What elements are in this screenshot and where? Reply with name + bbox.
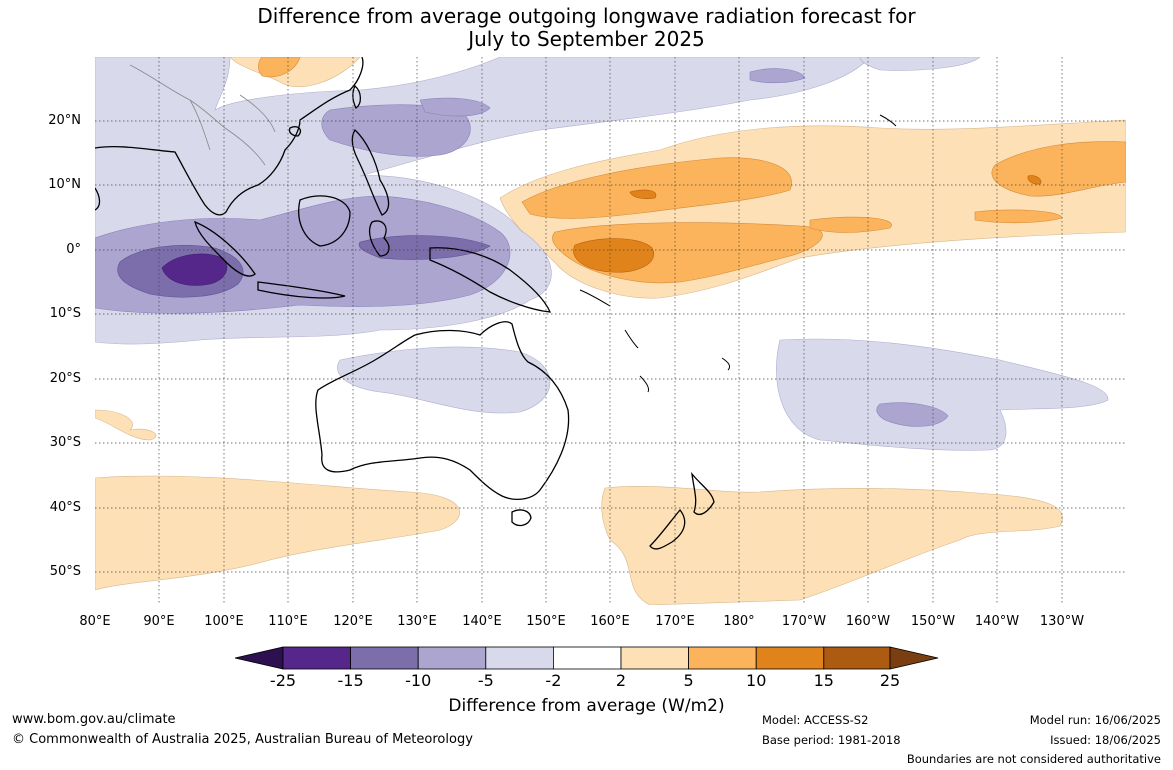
longitude-label: 170°E bbox=[655, 614, 695, 629]
latitude-label: 50°S bbox=[49, 564, 81, 579]
philippines-coastline bbox=[351, 128, 390, 216]
new-zealand-south-coastline bbox=[649, 508, 686, 550]
issued-date: Issued: 18/06/2025 bbox=[1050, 733, 1161, 747]
longitude-label: 140°E bbox=[462, 614, 502, 629]
longitude-label: 150°W bbox=[910, 614, 956, 629]
longitude-label: 150°E bbox=[526, 614, 566, 629]
latitude-label: 10°S bbox=[49, 306, 81, 321]
borneo-coastline bbox=[298, 195, 351, 247]
colorbar-segment bbox=[282, 646, 351, 670]
colorbar-segment bbox=[417, 646, 487, 670]
colorbar-lower-extension bbox=[234, 646, 284, 670]
base-period: Base period: 1981-2018 bbox=[762, 733, 901, 747]
sri-lanka-coastline bbox=[95, 187, 101, 211]
colorbar-tick-label: 5 bbox=[683, 671, 694, 690]
anomaly-deepest-purple bbox=[161, 253, 228, 286]
longitude-label: 180° bbox=[723, 614, 755, 629]
longitude-label: 130°W bbox=[1039, 614, 1085, 629]
map-title-line-1: Difference from average outgoing longwav… bbox=[257, 4, 916, 28]
anomaly-dark-orange bbox=[573, 175, 1042, 273]
colorbar-tick-label: -15 bbox=[337, 671, 364, 690]
hainan-coastline bbox=[288, 126, 302, 137]
colorbar-segment bbox=[688, 646, 757, 670]
colorbar-upper-extension bbox=[889, 646, 939, 670]
longitude-label: 120°E bbox=[333, 614, 373, 629]
taiwan-coastline bbox=[352, 84, 362, 109]
latitude-label: 0° bbox=[66, 242, 81, 257]
country-borders bbox=[129, 64, 276, 166]
colorbar-tick-label: 10 bbox=[746, 671, 767, 690]
colorbar-segment bbox=[620, 646, 689, 670]
longitude-label: 110°E bbox=[268, 614, 308, 629]
latitude-label: 10°N bbox=[48, 177, 81, 192]
colorbar-tick-label: -10 bbox=[405, 671, 432, 690]
latitude-label: 30°S bbox=[49, 435, 81, 450]
new-zealand-north-coastline bbox=[691, 471, 715, 516]
new-guinea-coastline bbox=[429, 247, 552, 313]
graticule bbox=[95, 57, 1126, 605]
colorbar-tick-label: 2 bbox=[615, 671, 627, 690]
longitude-label: 90°E bbox=[143, 614, 175, 629]
colorbar-tick-label: -5 bbox=[477, 671, 494, 690]
colorbar-tick-label: -2 bbox=[545, 671, 562, 690]
longitude-label: 100°E bbox=[204, 614, 244, 629]
longitude-label: 140°W bbox=[974, 614, 1020, 629]
colorbar-tick-label: -25 bbox=[269, 671, 297, 690]
sumatra-coastline bbox=[194, 220, 256, 277]
longitude-label: 130°E bbox=[397, 614, 437, 629]
longitude-label: 80°E bbox=[79, 614, 111, 629]
model-name: Model: ACCESS-S2 bbox=[762, 713, 869, 727]
colorbar bbox=[234, 646, 939, 670]
colorbar-segment bbox=[350, 646, 419, 670]
colorbar-segment bbox=[755, 646, 825, 670]
colorbar-tick-label: 15 bbox=[813, 671, 834, 690]
latitude-label: 20°N bbox=[48, 113, 81, 128]
australia-coastline bbox=[315, 321, 570, 501]
colorbar-tick-label: 25 bbox=[879, 671, 901, 690]
latitude-label: 40°S bbox=[49, 500, 81, 515]
colorbar-segment bbox=[553, 646, 622, 670]
model-run-date: Model run: 16/06/2025 bbox=[1029, 713, 1161, 727]
pacific-islands bbox=[579, 114, 897, 393]
boundaries-disclaimer: Boundaries are not considered authoritat… bbox=[906, 752, 1161, 766]
longitude-label: 170°W bbox=[781, 614, 827, 629]
source-url[interactable]: www.bom.gov.au/climate bbox=[12, 712, 176, 727]
sulawesi-coastline bbox=[368, 220, 390, 257]
colorbar-segment bbox=[485, 646, 554, 670]
map-title-line-2: July to September 2025 bbox=[468, 27, 705, 51]
latitude-label: 20°S bbox=[49, 371, 81, 386]
colorbar-segment bbox=[823, 646, 891, 670]
longitude-label: 160°E bbox=[590, 614, 630, 629]
longitude-label: 160°W bbox=[845, 614, 891, 629]
copyright-notice: © Commonwealth of Australia 2025, Austra… bbox=[12, 732, 473, 747]
asia-mainland-coastline bbox=[95, 57, 364, 216]
colorbar-title: Difference from average (W/m2) bbox=[448, 696, 725, 716]
map-area bbox=[95, 57, 1126, 605]
tasmania-coastline bbox=[511, 509, 532, 527]
